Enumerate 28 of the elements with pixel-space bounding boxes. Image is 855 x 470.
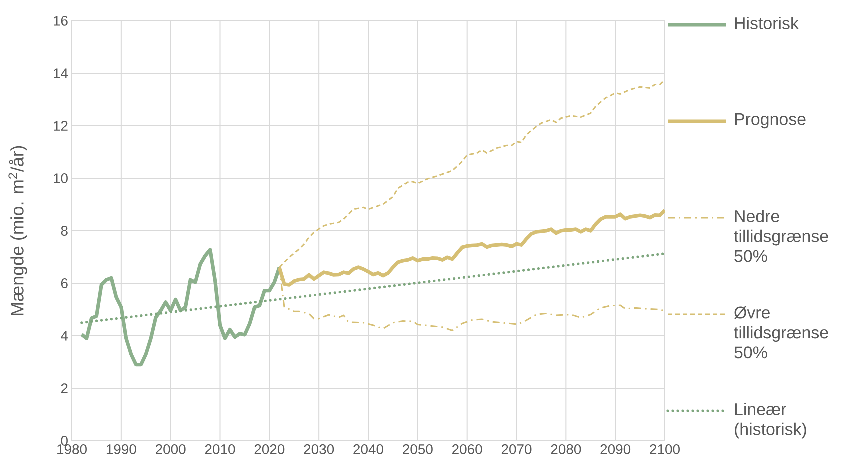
y-tick-label: 8 — [61, 226, 68, 236]
x-tick-label: 2100 — [650, 444, 680, 454]
y-tick-label: 0 — [61, 436, 68, 446]
x-tick-label: 2080 — [551, 444, 582, 454]
legend-label: Historisk — [735, 17, 799, 30]
x-tick-label: 2010 — [205, 444, 236, 454]
legend-label: Prognose — [735, 113, 806, 129]
y-tick-label: 4 — [61, 331, 68, 341]
legend-label: Nedre tillidsgrænse 50% — [734, 210, 828, 262]
x-tick-label: 1990 — [106, 444, 136, 454]
x-tick-label: 2060 — [452, 444, 482, 454]
x-tick-label: 2000 — [156, 444, 186, 454]
y-tick-label: 16 — [54, 16, 68, 26]
x-tick-label: 2040 — [354, 444, 384, 454]
y-tick-label: 12 — [54, 121, 68, 131]
x-tick-label: 1980 — [58, 444, 87, 454]
x-tick-label: 2070 — [502, 444, 532, 454]
y-tick-label: 2 — [61, 384, 68, 394]
y-tick-label: 10 — [54, 174, 68, 184]
y-axis-title: Mængde (mio. m$^{2}$/år) — [8, 146, 28, 316]
x-tick-label: 2090 — [600, 444, 631, 454]
legend-label: Øvre tillidsgrænse 50% — [734, 306, 828, 359]
y-tick-label: 14 — [54, 68, 68, 78]
y-tick-label: 6 — [61, 278, 68, 288]
x-tick-label: 2050 — [403, 444, 433, 454]
legend-label: Lineær (historisk) — [735, 403, 806, 439]
x-tick-label: 2020 — [254, 444, 285, 454]
x-tick-label: 2030 — [304, 444, 334, 454]
